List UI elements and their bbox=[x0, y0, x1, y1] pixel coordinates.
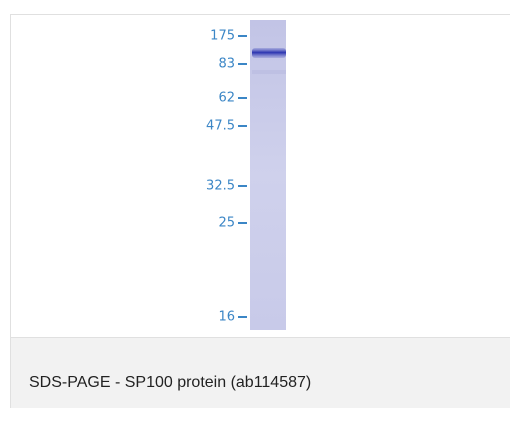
marker-label: 25 bbox=[218, 216, 235, 231]
marker-label: 83 bbox=[218, 57, 235, 72]
faint-band bbox=[252, 70, 286, 74]
marker-labels: 175 83 62 47.5 32.5 25 16 bbox=[206, 29, 247, 325]
marker-label: 32.5 bbox=[206, 179, 235, 194]
marker-label: 47.5 bbox=[206, 119, 235, 134]
marker-label: 175 bbox=[210, 29, 235, 44]
caption: SDS-PAGE - SP100 protein (ab114587) bbox=[29, 374, 312, 391]
marker-label: 62 bbox=[218, 91, 235, 106]
gel-figure: 175 83 62 47.5 32.5 25 16 bbox=[206, 20, 286, 330]
protein-band bbox=[252, 48, 286, 58]
caption-bar: SDS-PAGE - SP100 protein (ab114587) bbox=[10, 338, 510, 408]
gel-lane bbox=[250, 20, 286, 330]
marker-label: 16 bbox=[218, 310, 235, 325]
